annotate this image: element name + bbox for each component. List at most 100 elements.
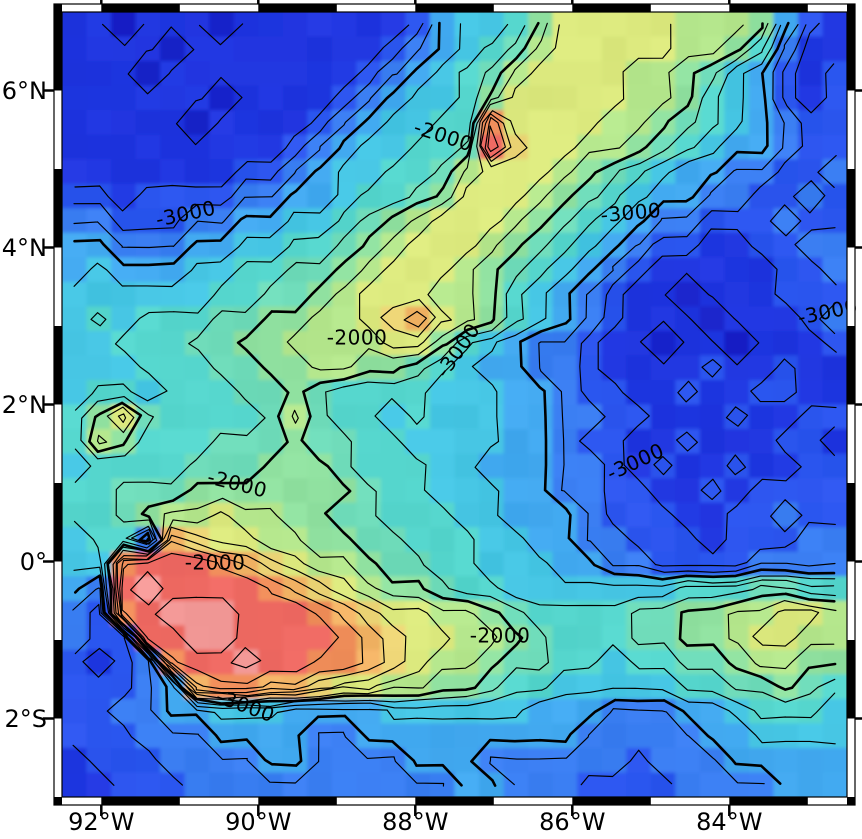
bathymetry-cell: [797, 306, 823, 332]
bathymetry-cell: [773, 772, 799, 797]
bathymetry-cell: [405, 625, 431, 651]
bathymetry-cell: [675, 453, 701, 479]
bathymetry-cell: [356, 502, 382, 528]
bathymetry-cell: [282, 625, 308, 651]
bathymetry-cell: [479, 551, 505, 577]
bathymetry-cell: [209, 625, 235, 651]
bathymetry-cell: [184, 12, 210, 38]
bathymetry-cell: [503, 257, 529, 283]
bathymetry-cell: [577, 698, 603, 724]
bathymetry-cell: [822, 649, 847, 675]
bathymetry-cell: [405, 134, 431, 160]
bathymetry-cell: [699, 134, 725, 160]
bathymetry-cell: [86, 110, 112, 136]
bathymetry-cell: [773, 183, 799, 209]
bathymetry-cell: [331, 380, 357, 406]
bathymetry-cell: [650, 306, 676, 332]
bathymetry-cell: [503, 355, 529, 381]
bathymetry-cell: [62, 723, 88, 749]
contour-line: [121, 125, 499, 684]
bathymetry-cell: [405, 723, 431, 749]
bathymetry-cell: [454, 208, 480, 234]
frame-corner: [847, 4, 855, 12]
bathymetry-cell: [307, 61, 333, 87]
bathymetry-cell: [111, 502, 137, 528]
bathymetry-cell: [307, 772, 333, 797]
bathymetry-cell: [626, 281, 652, 307]
bathymetry-cell: [650, 208, 676, 234]
bathymetry-cell: [626, 36, 652, 62]
axis-label-latitude: 0°: [20, 548, 47, 576]
bathymetry-cell: [405, 380, 431, 406]
bathymetry-cell: [528, 134, 554, 160]
bathymetry-cell: [724, 232, 750, 258]
bathymetry-cell: [331, 747, 357, 773]
bathymetry-cell: [552, 232, 578, 258]
bathymetry-cell: [822, 110, 847, 136]
bathymetry-cell: [724, 502, 750, 528]
bathymetry-cell: [699, 502, 725, 528]
bathymetry-cell: [160, 355, 186, 381]
bathymetry-cell: [601, 208, 627, 234]
bathymetry-cell: [650, 429, 676, 455]
bathymetry-cell: [209, 723, 235, 749]
frame-segment: [54, 12, 62, 91]
bathymetry-cell: [331, 404, 357, 430]
bathymetry-cell: [282, 12, 308, 38]
bathymetry-cell: [258, 36, 284, 62]
bathymetry-cell: [675, 478, 701, 504]
bathymetry-cell: [552, 281, 578, 307]
bathymetry-cell: [626, 723, 652, 749]
bathymetry-cell: [577, 232, 603, 258]
bathymetry-cell: [454, 698, 480, 724]
bathymetry-cell: [528, 355, 554, 381]
bathymetry-cell: [822, 625, 847, 651]
bathymetry-cell: [626, 355, 652, 381]
bathymetry-cell: [209, 772, 235, 797]
bathymetry-cell: [86, 85, 112, 111]
bathymetry-cell: [528, 453, 554, 479]
bathymetry-cell: [430, 723, 456, 749]
bathymetry-cell: [699, 12, 725, 38]
bathymetry-cell: [209, 527, 235, 553]
contour-line: [73, 22, 837, 786]
bathymetry-cell: [62, 232, 88, 258]
frame-corner: [54, 4, 62, 12]
axis-ticks: [43, 0, 862, 816]
bathymetry-cell: [626, 772, 652, 797]
bathymetry-cell: [184, 723, 210, 749]
axis-label-longitude: 84°W: [696, 808, 762, 835]
bathymetry-cell: [258, 110, 284, 136]
bathymetry-cell: [552, 429, 578, 455]
bathymetry-cell: [650, 110, 676, 136]
frame-segment: [258, 797, 337, 805]
bathymetry-cell: [675, 698, 701, 724]
bathymetry-cell: [748, 698, 774, 724]
bathymetry-cell: [675, 257, 701, 283]
bathymetry-cell: [331, 159, 357, 185]
bathymetry-cell: [380, 453, 406, 479]
bathymetry-cell: [430, 600, 456, 626]
bathymetry-cell: [209, 453, 235, 479]
bathymetry-cell: [650, 723, 676, 749]
bathymetry-cell: [111, 698, 137, 724]
bathymetry-cell: [822, 772, 847, 797]
bathymetry-cell: [748, 85, 774, 111]
bathymetry-cell: [307, 551, 333, 577]
bathymetry-cell: [258, 85, 284, 111]
bathymetry-cell: [577, 281, 603, 307]
bathymetry-cell: [405, 257, 431, 283]
bathymetry-cell: [307, 625, 333, 651]
bathymetry-cell: [430, 281, 456, 307]
bathymetry-cell: [454, 649, 480, 675]
bathymetry-cell: [160, 747, 186, 773]
bathymetry-cell: [111, 723, 137, 749]
bathymetry-cell: [479, 625, 505, 651]
bathymetry-cell: [748, 600, 774, 626]
bathymetry-cell: [209, 159, 235, 185]
bathymetry-cell: [577, 306, 603, 332]
bathymetry-cell: [626, 330, 652, 356]
bathymetry-cell: [577, 134, 603, 160]
bathymetry-cell: [111, 232, 137, 258]
bathymetry-cell: [822, 36, 847, 62]
